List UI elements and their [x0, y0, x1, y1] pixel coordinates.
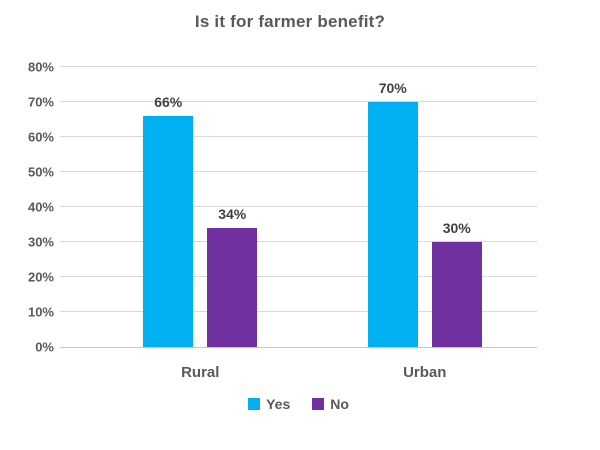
gridline — [60, 66, 537, 67]
plot-area: 66% 34% 70% 30% — [60, 66, 537, 348]
data-label: 34% — [218, 206, 247, 222]
bar-no-urban: 30% — [431, 220, 482, 347]
data-label: 66% — [154, 94, 183, 110]
gridline — [60, 311, 537, 312]
y-axis-tick-label: 0% — [35, 339, 54, 355]
bar-group-urban: 70% 30% — [313, 67, 538, 347]
bar-no-rural: 34% — [207, 206, 258, 347]
legend: Yes No — [60, 397, 537, 411]
bars-layer: 66% 34% 70% 30% — [60, 67, 537, 347]
x-axis: Rural Urban — [60, 364, 537, 381]
y-axis-tick-label: 40% — [27, 199, 54, 215]
legend-item-no: No — [312, 397, 349, 411]
gridline — [60, 276, 537, 277]
gridline — [60, 206, 537, 207]
y-axis-tick-label: 20% — [27, 269, 54, 285]
gridline — [60, 101, 537, 102]
y-axis-tick-label: 80% — [27, 59, 54, 75]
bar-yes-urban: 70% — [367, 80, 418, 347]
y-axis: 0% 10% 20% 30% 40% 50% 60% 70% 80% — [0, 61, 54, 354]
gridline — [60, 171, 537, 172]
x-axis-category-label: Rural — [181, 364, 220, 381]
gridline — [60, 136, 537, 137]
x-axis-category-label: Urban — [403, 364, 447, 381]
legend-swatch-yes — [248, 398, 261, 410]
y-axis-tick-label: 30% — [27, 234, 54, 250]
gridline — [60, 241, 537, 242]
y-axis-tick-label: 70% — [27, 94, 54, 110]
data-label: 30% — [442, 220, 471, 236]
y-axis-tick-label: 50% — [27, 164, 54, 180]
legend-label: No — [330, 396, 349, 412]
legend-swatch-no — [312, 398, 325, 410]
legend-item-yes: Yes — [248, 397, 290, 411]
data-label: 70% — [378, 80, 407, 96]
y-axis-tick-label: 60% — [27, 129, 54, 145]
y-axis-tick-label: 10% — [27, 304, 54, 320]
bar-yes-rural: 66% — [143, 94, 194, 347]
bar-group-rural: 66% 34% — [88, 67, 313, 347]
legend-label: Yes — [266, 396, 291, 412]
chart-title: Is it for farmer benefit? — [194, 12, 386, 31]
